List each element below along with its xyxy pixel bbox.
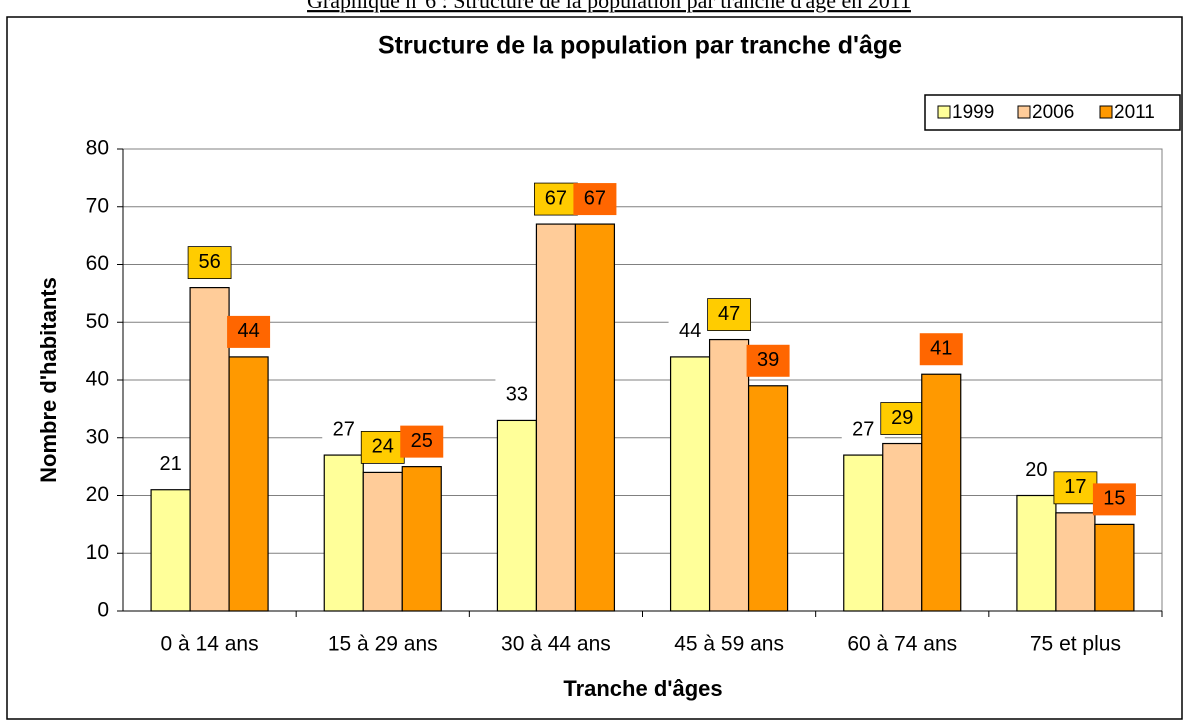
bar [228,356,269,612]
bar [362,471,403,612]
data-label-box [1092,483,1136,516]
data-label: 47 [718,303,740,325]
data-label: 44 [237,320,259,342]
bar [1016,494,1057,612]
data-label-box [573,183,617,216]
bar [921,373,962,612]
data-label-box [707,298,751,331]
y-tick-label: 10 [86,541,109,564]
data-label: 17 [1064,476,1086,498]
legend-label: 2006 [1032,102,1074,123]
bar [150,489,191,612]
bar [882,442,923,612]
legend-swatch [1099,105,1113,119]
data-label-box [1014,454,1058,487]
bar [708,338,750,612]
data-label-box [1053,471,1098,505]
bar [401,466,442,612]
data-label: 15 [1103,488,1125,510]
data-label-box [149,448,193,481]
x-tick-label: 45 à 59 ans [674,633,784,656]
chart-title: Structure de la population par tranche d… [378,32,902,60]
bar [574,223,616,612]
bar [1094,523,1135,612]
bar [669,356,711,612]
bar [1055,512,1096,612]
bar [496,419,538,612]
bar [535,223,577,612]
data-label: 29 [891,407,913,429]
data-label: 67 [584,187,606,209]
bar [843,454,884,612]
data-label-box [668,315,712,348]
y-tick-label: 30 [86,425,109,448]
data-label-box [400,425,444,458]
data-label-box [187,246,232,280]
legend-label: 2011 [1114,102,1155,123]
x-tick-label: 30 à 44 ans [501,633,611,656]
data-label-box [880,402,925,435]
data-label: 27 [333,418,355,440]
bar [323,454,364,612]
legend-label: 1999 [952,102,994,123]
y-tick-label: 70 [86,194,109,217]
y-tick-label: 60 [86,252,109,275]
legend-swatch [937,105,951,119]
caption: Graphique n°6 : Structure de la populati… [307,0,911,13]
legend [924,94,1181,131]
x-tick-label: 60 à 74 ans [847,633,957,656]
bar [747,385,789,612]
data-label: 44 [679,320,701,342]
legend-swatch [1017,105,1031,119]
y-tick-label: 50 [86,310,109,333]
data-label: 33 [506,384,528,406]
data-label: 41 [930,338,952,360]
bar [189,287,230,612]
data-label: 27 [852,418,874,440]
data-label: 56 [198,251,220,273]
data-label-box [841,414,885,447]
data-label-box [919,333,963,366]
data-label-box [495,379,539,412]
y-axis-label: Nombre d'habitants [36,277,61,483]
data-label: 39 [757,349,779,371]
x-axis-label: Tranche d'âges [563,676,722,701]
data-label: 21 [159,453,181,475]
data-label: 20 [1025,459,1047,481]
x-tick-label: 0 à 14 ans [161,633,259,656]
data-label-box [322,414,366,447]
y-tick-label: 0 [97,599,109,622]
data-label: 67 [545,187,567,209]
x-tick-label: 15 à 29 ans [328,633,438,656]
data-label-box [227,315,271,348]
y-tick-label: 20 [86,483,109,506]
x-tick-label: 75 et plus [1030,633,1121,656]
y-tick-label: 40 [86,368,109,391]
data-label: 24 [372,436,394,458]
data-label-box [360,430,405,464]
data-label: 25 [411,430,433,452]
data-label-box [746,344,790,377]
y-tick-label: 80 [86,137,109,160]
